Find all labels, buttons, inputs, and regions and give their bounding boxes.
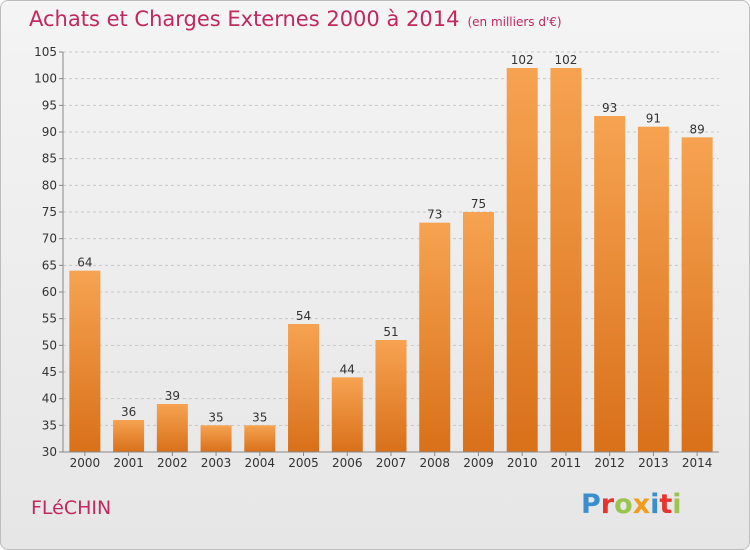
x-tick-label-2010: 2010 — [507, 456, 538, 470]
value-label-2005: 54 — [296, 309, 311, 323]
bar-2011 — [550, 68, 582, 452]
logo-letter: t — [659, 489, 673, 520]
value-label-2013: 91 — [646, 112, 661, 126]
y-tick-label: 50 — [42, 338, 57, 352]
y-tick-label: 95 — [42, 98, 57, 112]
bar-2006 — [331, 377, 363, 452]
value-label-2011: 102 — [554, 53, 577, 67]
y-tick-label: 40 — [42, 392, 57, 406]
y-tick-label: 45 — [42, 365, 57, 379]
x-tick-label-2000: 2000 — [70, 456, 101, 470]
unit-note: (en milliers d'€) — [467, 15, 562, 29]
bar-2005 — [288, 324, 320, 452]
x-tick-label-2007: 2007 — [376, 456, 407, 470]
logo-letter: o — [614, 489, 633, 520]
bar-2000 — [69, 270, 101, 452]
logo-letter: x — [632, 489, 651, 520]
x-tick-label-2009: 2009 — [463, 456, 494, 470]
x-tick-label-2002: 2002 — [157, 456, 188, 470]
y-tick-label: 70 — [42, 232, 57, 246]
chart-title: Achats et Charges Externes 2000 à 2014 (e… — [29, 7, 562, 31]
x-tick-label-2005: 2005 — [288, 456, 319, 470]
chart-title-text: Achats et Charges Externes 2000 à 2014 — [29, 7, 460, 31]
logo-letter: i — [650, 489, 660, 520]
logo-letter: r — [600, 489, 615, 520]
y-tick-label: 60 — [42, 285, 57, 299]
bar-2014 — [681, 137, 713, 453]
value-label-2014: 89 — [689, 122, 704, 136]
value-label-2012: 93 — [602, 101, 617, 115]
value-label-2007: 51 — [383, 325, 398, 339]
y-tick-label: 55 — [42, 312, 57, 326]
x-tick-label-2011: 2011 — [551, 456, 582, 470]
bar-2003 — [200, 425, 232, 452]
bar-2004 — [244, 425, 276, 452]
value-label-2004: 35 — [252, 410, 267, 424]
value-label-2008: 73 — [427, 208, 442, 222]
bar-2010 — [506, 68, 538, 452]
bar-2009 — [462, 212, 494, 452]
y-tick-label: 90 — [42, 125, 57, 139]
value-label-2003: 35 — [208, 410, 223, 424]
value-label-2006: 44 — [340, 362, 355, 376]
y-tick-label: 35 — [42, 418, 57, 432]
bar-2007 — [375, 340, 407, 452]
logo-letter: P — [581, 489, 601, 520]
bar-2013 — [637, 126, 669, 453]
proxiti-logo: Proxiti — [581, 489, 682, 520]
bar-2012 — [594, 116, 626, 452]
x-tick-label-2001: 2001 — [113, 456, 144, 470]
x-tick-label-2008: 2008 — [419, 456, 450, 470]
y-tick-label: 105 — [34, 45, 57, 59]
x-tick-label-2006: 2006 — [332, 456, 363, 470]
logo-letter: i — [672, 489, 682, 520]
value-label-2010: 102 — [511, 53, 534, 67]
y-tick-label: 30 — [42, 445, 57, 459]
x-tick-label-2003: 2003 — [201, 456, 232, 470]
y-tick-label: 80 — [42, 178, 57, 192]
value-label-2009: 75 — [471, 197, 486, 211]
y-tick-label: 85 — [42, 152, 57, 166]
y-tick-label: 75 — [42, 205, 57, 219]
bar-2001 — [113, 420, 145, 452]
value-label-2000: 64 — [77, 256, 92, 270]
x-tick-label-2012: 2012 — [594, 456, 625, 470]
bar-2008 — [419, 222, 451, 452]
x-tick-label-2013: 2013 — [638, 456, 669, 470]
x-tick-label-2004: 2004 — [245, 456, 276, 470]
commune-name: FLéCHIN — [31, 497, 112, 519]
x-tick-label-2014: 2014 — [682, 456, 713, 470]
value-label-2002: 39 — [165, 389, 180, 403]
y-tick-label: 100 — [34, 72, 57, 86]
value-label-2001: 36 — [121, 405, 136, 419]
y-tick-label: 65 — [42, 258, 57, 272]
bar-2002 — [156, 404, 188, 452]
